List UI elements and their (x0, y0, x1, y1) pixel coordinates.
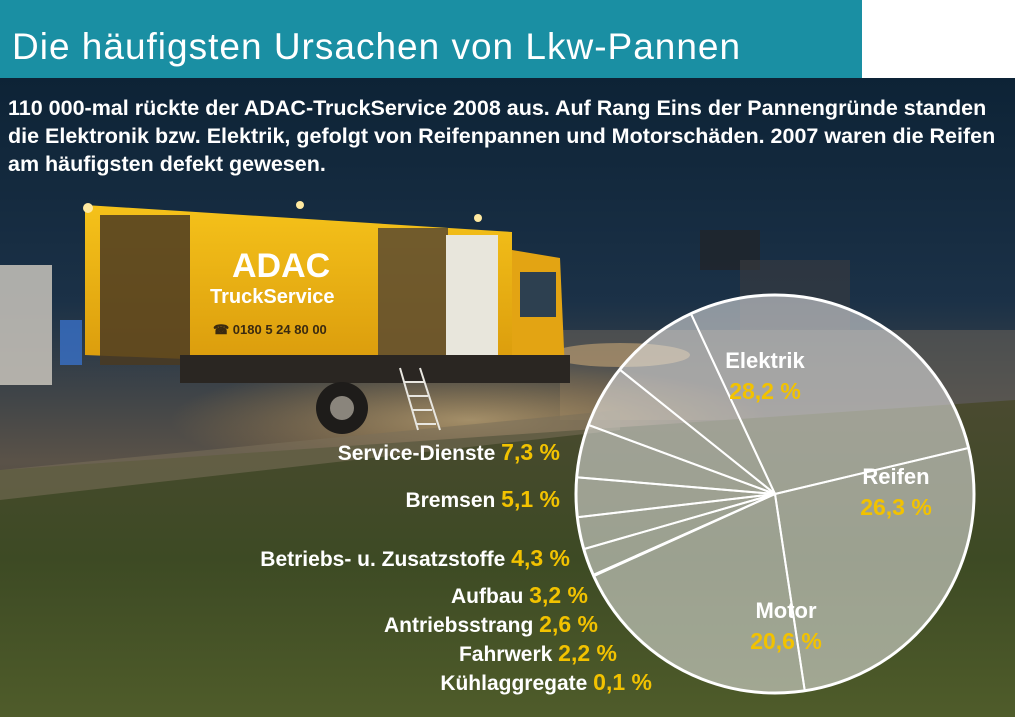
pie-callout-bremsen: Bremsen 5,1 % (405, 486, 560, 512)
pie-value-antriebsstrang: 2,6 % (539, 611, 598, 637)
pie-callout-betriebs-u-zusatzstoffe: Betriebs- u. Zusatzstoffe 4,3 % (260, 545, 570, 571)
pie-slice-service-dienste (618, 312, 776, 495)
pie-label-reifen: Reifen (862, 464, 929, 489)
pie-value-reifen: 26,3 % (860, 494, 932, 520)
pie-value-kuehlaggregate: 0,1 % (593, 669, 652, 695)
pie-value-fahrwerk: 2,2 % (558, 640, 617, 666)
pie-value-aufbau: 3,2 % (529, 582, 588, 608)
page-title: Die häufigsten Ursachen von Lkw-Pannen (12, 26, 742, 67)
pie-label-betriebs-u-zusatzstoffe: Betriebs- u. Zusatzstoffe (260, 548, 511, 571)
pie-label-elektrik: Elektrik (725, 348, 805, 373)
pie-callout-antriebsstrang: Antriebsstrang 2,6 % (384, 611, 598, 637)
pie-callout-aufbau: Aufbau 3,2 % (451, 582, 588, 608)
truck-brand-text: ADAC (232, 247, 330, 285)
title-bar: Die häufigsten Ursachen von Lkw-Pannen (0, 0, 862, 78)
pie-value-service-dienste: 7,3 % (501, 439, 560, 465)
pie-value-betriebs-u-zusatzstoffe: 4,3 % (511, 545, 570, 571)
pie-value-motor: 20,6 % (750, 628, 822, 654)
pie-value-elektrik: 28,2 % (729, 378, 801, 404)
truck-ladder (399, 367, 441, 431)
pie-label-motor: Motor (755, 598, 817, 623)
truck-service-text: TruckService (210, 286, 335, 308)
pie-slice-reifen (773, 446, 975, 692)
pie-slice-motor (592, 492, 806, 694)
pie-label-aufbau: Aufbau (451, 585, 529, 608)
pie-slice-elektrik (689, 294, 970, 496)
intro-text: 110 000-mal rückte der ADAC-TruckService… (8, 96, 996, 176)
truck-phone-text: ☎ 0180 5 24 80 00 (213, 322, 327, 337)
pie-label-kuehlaggregate: Kühlaggregate (440, 672, 593, 695)
pie-label-antriebsstrang: Antriebsstrang (384, 614, 539, 637)
pie-label-service-dienste: Service-Dienste (338, 442, 501, 465)
pie-callout-kuehlaggregate: Kühlaggregate 0,1 % (440, 669, 652, 695)
pie-callout-fahrwerk: Fahrwerk 2,2 % (459, 640, 617, 666)
pie-label-bremsen: Bremsen (405, 489, 501, 512)
pie-value-bremsen: 5,1 % (501, 486, 560, 512)
pie-callout-service-dienste: Service-Dienste 7,3 % (338, 439, 560, 465)
pie-label-fahrwerk: Fahrwerk (459, 643, 558, 666)
